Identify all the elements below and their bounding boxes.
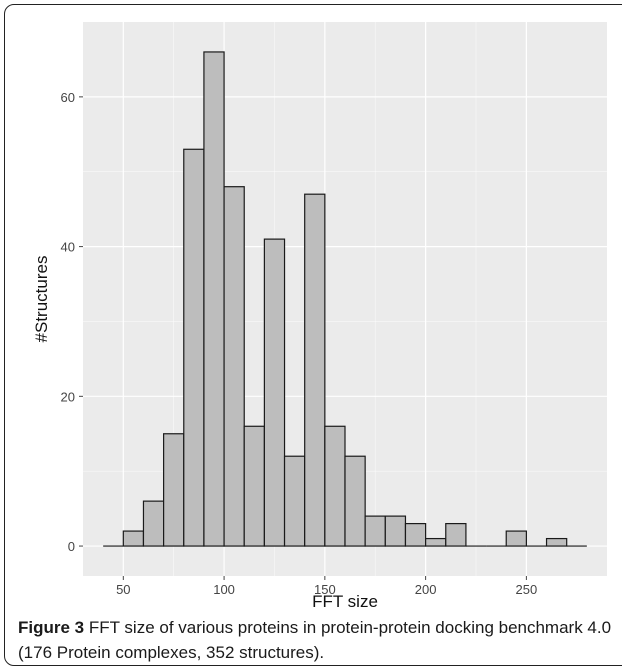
histogram-bar — [263, 238, 286, 547]
x-axis-ticks: 50 100 150 200 250 — [116, 576, 537, 597]
histogram-bar — [243, 425, 265, 547]
histogram-bar — [324, 425, 346, 547]
x-axis-title: FFT size — [312, 592, 378, 610]
x-tick-label: 50 — [116, 582, 130, 597]
y-tick-label: 0 — [68, 539, 75, 554]
histogram-bar — [183, 148, 205, 547]
histogram-bar — [425, 537, 447, 547]
caption-label: Figure 3 — [18, 618, 85, 637]
y-axis-ticks: 0 20 40 60 — [61, 90, 83, 554]
x-tick-label: 100 — [213, 582, 235, 597]
histogram-bar — [163, 433, 185, 547]
histogram-bars — [103, 51, 587, 547]
histogram-bar — [505, 530, 527, 547]
histogram-bar — [304, 193, 326, 547]
histogram-bar — [364, 515, 386, 547]
histogram-bar — [203, 51, 225, 547]
histogram-bar — [122, 530, 145, 547]
y-tick-label: 60 — [61, 90, 75, 105]
y-axis-title: #Structures — [32, 256, 51, 343]
caption-text: FFT size of various proteins in protein-… — [18, 618, 612, 662]
figure-caption: Figure 3 FFT size of various proteins in… — [18, 615, 618, 665]
x-tick-label: 200 — [415, 582, 437, 597]
x-tick-label: 250 — [516, 582, 538, 597]
histogram-chart: 50 100 150 200 250 0 20 40 60 FFT size #Structu… — [32, 22, 607, 610]
histogram-bar — [384, 515, 407, 547]
histogram-bar — [545, 537, 568, 547]
histogram-bar — [142, 500, 165, 547]
histogram-bar — [344, 455, 366, 547]
y-tick-label: 40 — [61, 240, 75, 255]
histogram-bar — [283, 455, 306, 547]
histogram-bar — [404, 522, 427, 547]
x-tick-label: 150 — [314, 582, 336, 597]
histogram-bar — [445, 522, 467, 547]
y-tick-label: 20 — [61, 389, 75, 404]
histogram-bar — [223, 186, 245, 547]
